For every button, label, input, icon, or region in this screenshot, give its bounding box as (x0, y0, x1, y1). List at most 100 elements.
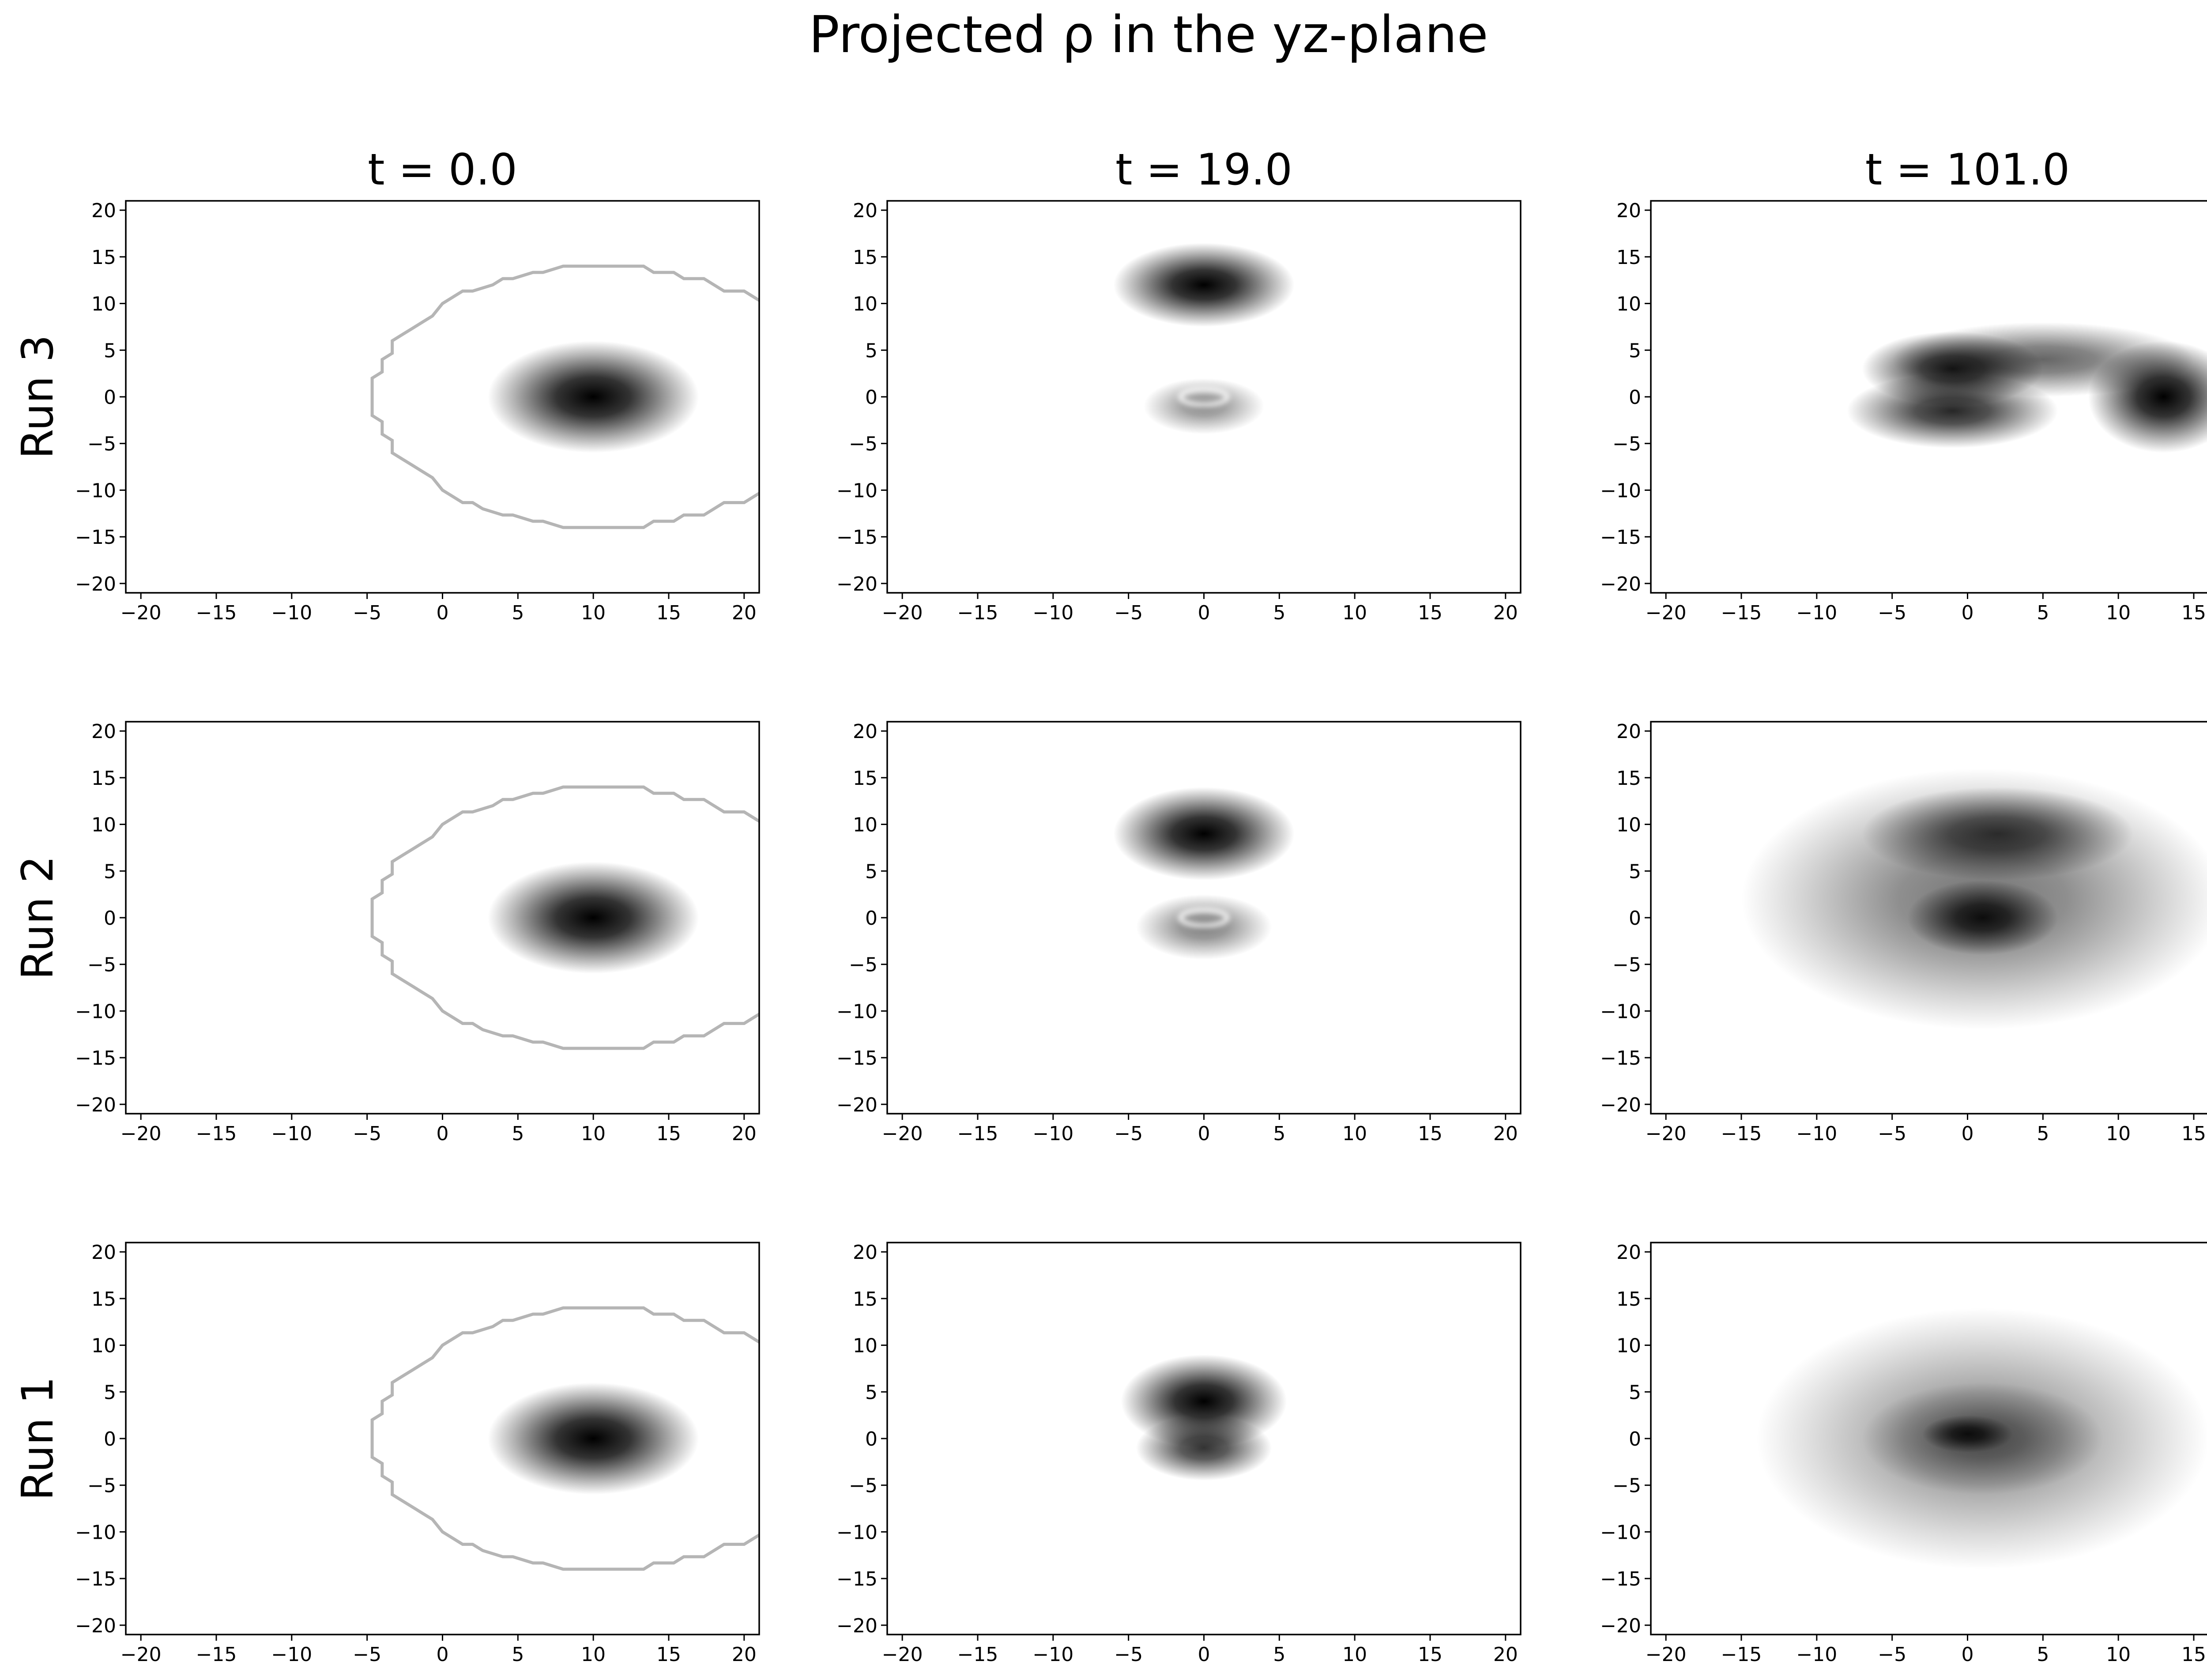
x-tick-label: −20 (1646, 602, 1687, 624)
y-tick-label: 0 (104, 907, 116, 930)
x-tick-label: −20 (121, 1123, 162, 1145)
x-tick-label: −15 (196, 602, 237, 624)
x-tick-label: −5 (1878, 1643, 1906, 1666)
y-tick-label: 0 (1629, 1428, 1641, 1450)
y-tick-label: 5 (865, 860, 878, 883)
x-tick-label: 10 (1342, 1643, 1367, 1666)
y-tick-label: 20 (91, 1241, 116, 1264)
x-tick-label: −10 (271, 602, 312, 624)
x-tick-label: −20 (882, 1643, 923, 1666)
y-tick-label: −10 (75, 479, 116, 502)
y-tick-label: −15 (836, 1047, 878, 1070)
x-tick-label: 5 (2037, 1123, 2049, 1145)
x-tick-label: 20 (732, 1123, 757, 1145)
x-tick-label: 15 (2181, 1123, 2206, 1145)
density-ring (1178, 908, 1230, 928)
column-title: t = 19.0 (1115, 145, 1292, 195)
y-tick-label: 15 (91, 246, 116, 269)
density-blob (1113, 243, 1295, 327)
y-tick-label: −10 (836, 479, 878, 502)
y-tick-label: 15 (91, 767, 116, 790)
x-tick-label: 5 (1273, 1123, 1285, 1145)
x-tick-label: 5 (1273, 602, 1285, 624)
y-tick-label: −20 (1600, 573, 1641, 595)
x-tick-label: −10 (1796, 1643, 1837, 1666)
x-tick-label: 0 (437, 1123, 449, 1145)
x-tick-label: 0 (1198, 1123, 1210, 1145)
y-tick-label: 20 (91, 720, 116, 743)
x-tick-label: 15 (656, 1123, 681, 1145)
y-tick-label: 5 (104, 339, 116, 362)
density-blob (488, 341, 699, 453)
x-tick-label: 0 (1962, 1123, 1974, 1145)
x-tick-label: −15 (957, 1123, 998, 1145)
x-tick-label: −10 (1796, 602, 1837, 624)
x-tick-label: −15 (196, 1123, 237, 1145)
y-tick-label: 0 (1629, 386, 1641, 409)
y-tick-label: −15 (1600, 1568, 1641, 1590)
boundary-contour (370, 264, 759, 529)
y-tick-label: −5 (1612, 433, 1641, 456)
y-tick-label: −5 (849, 954, 878, 976)
density-blob (488, 1382, 699, 1495)
y-tick-label: 20 (853, 720, 878, 743)
density-blob (1113, 787, 1295, 881)
x-tick-label: 20 (1493, 602, 1518, 624)
y-tick-label: 0 (865, 1428, 878, 1450)
y-tick-label: −15 (1600, 1047, 1641, 1070)
y-tick-label: 15 (853, 246, 878, 269)
y-tick-label: 5 (1629, 1381, 1641, 1404)
y-tick-label: 10 (1616, 1335, 1641, 1357)
x-tick-label: −5 (1878, 602, 1906, 624)
y-tick-label: 0 (865, 907, 878, 930)
row-title: Run 1 (13, 1376, 63, 1500)
x-tick-label: 10 (1342, 1123, 1367, 1145)
x-tick-label: −5 (1114, 602, 1143, 624)
x-tick-label: −5 (1114, 1123, 1143, 1145)
y-tick-label: 15 (1616, 767, 1641, 790)
x-tick-label: −20 (1646, 1643, 1687, 1666)
y-tick-label: −5 (849, 1475, 878, 1497)
y-tick-label: 15 (1616, 246, 1641, 269)
x-tick-label: 5 (512, 602, 524, 624)
x-tick-label: −10 (1032, 1123, 1073, 1145)
column-title: t = 101.0 (1865, 145, 2070, 195)
density-blob (1862, 787, 2134, 881)
x-tick-label: −10 (1796, 1123, 1837, 1145)
y-tick-label: 15 (853, 767, 878, 790)
x-tick-label: −20 (121, 1643, 162, 1666)
density-ring (1178, 387, 1230, 407)
x-tick-label: 10 (2106, 602, 2131, 624)
y-tick-label: 5 (104, 860, 116, 883)
y-tick-label: 0 (104, 386, 116, 409)
x-tick-label: 0 (1198, 1643, 1210, 1666)
x-tick-label: −5 (1878, 1123, 1906, 1145)
x-tick-label: 20 (1493, 1123, 1518, 1145)
row-title: Run 3 (13, 335, 63, 459)
y-tick-label: −5 (87, 954, 116, 976)
x-tick-label: 20 (732, 602, 757, 624)
x-tick-label: 0 (1962, 602, 1974, 624)
x-tick-label: −5 (353, 1643, 381, 1666)
x-tick-label: 0 (437, 1643, 449, 1666)
y-tick-label: 20 (853, 200, 878, 222)
density-blob (1922, 1415, 2013, 1453)
x-tick-label: 20 (1493, 1643, 1518, 1666)
x-tick-label: 10 (581, 602, 606, 624)
density-blob (1892, 322, 2194, 397)
x-tick-label: 20 (732, 1643, 757, 1666)
density-blob (1907, 880, 2058, 955)
y-tick-label: −20 (75, 1094, 116, 1116)
x-tick-label: −15 (1721, 602, 1762, 624)
density-blob (488, 862, 699, 974)
x-tick-label: 5 (512, 1643, 524, 1666)
x-tick-label: −15 (957, 1643, 998, 1666)
y-tick-label: 10 (1616, 814, 1641, 836)
